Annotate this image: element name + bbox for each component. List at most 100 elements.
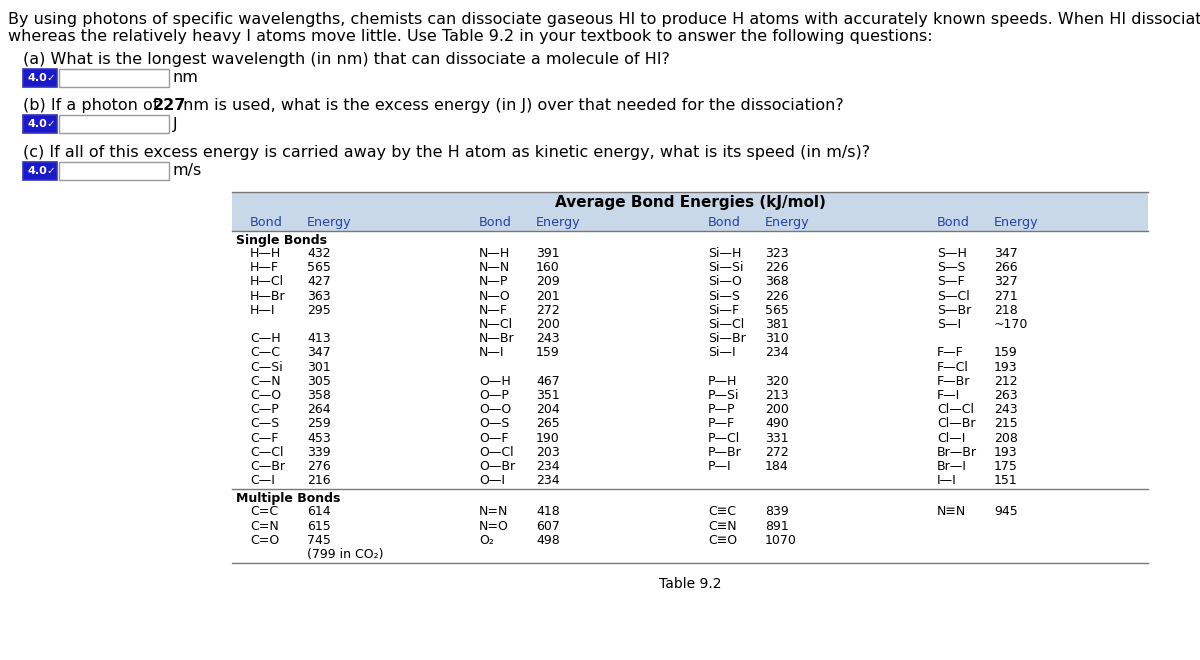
Text: C—I: C—I [250, 474, 275, 487]
Text: P—I: P—I [708, 460, 732, 473]
FancyBboxPatch shape [23, 69, 58, 87]
Text: O—S: O—S [479, 417, 509, 430]
Text: S—I: S—I [937, 318, 961, 331]
Text: 159: 159 [994, 346, 1018, 360]
Text: 432: 432 [307, 247, 331, 260]
Text: 305: 305 [307, 375, 331, 388]
Text: ✓: ✓ [47, 73, 55, 83]
Text: O—Cl: O—Cl [479, 446, 514, 459]
Text: N≡N: N≡N [937, 506, 966, 518]
Text: Multiple Bonds: Multiple Bonds [236, 492, 341, 506]
Text: 1070: 1070 [766, 534, 797, 546]
Text: 151: 151 [994, 474, 1018, 487]
Text: H—Br: H—Br [250, 290, 286, 302]
Text: N—H: N—H [479, 247, 510, 260]
Text: 203: 203 [536, 446, 559, 459]
Text: 891: 891 [766, 519, 788, 533]
Text: 427: 427 [307, 275, 331, 288]
Text: C—P: C—P [250, 403, 278, 416]
Text: O—I: O—I [479, 474, 505, 487]
Text: Table 9.2: Table 9.2 [659, 578, 721, 591]
Text: Br—I: Br—I [937, 460, 967, 473]
Text: 234: 234 [536, 474, 559, 487]
Text: N—F: N—F [479, 304, 508, 317]
Text: 208: 208 [994, 432, 1018, 445]
Text: O—F: O—F [479, 432, 509, 445]
Text: N—P: N—P [479, 275, 509, 288]
Text: O—Br: O—Br [479, 460, 515, 473]
Text: 615: 615 [307, 519, 331, 533]
Text: Single Bonds: Single Bonds [236, 234, 326, 247]
Text: 216: 216 [307, 474, 331, 487]
Text: 839: 839 [766, 506, 788, 518]
Text: 453: 453 [307, 432, 331, 445]
Text: whereas the relatively heavy I atoms move little. Use Table 9.2 in your textbook: whereas the relatively heavy I atoms mov… [8, 29, 932, 44]
Text: Energy: Energy [766, 216, 810, 229]
Text: Bond: Bond [479, 216, 512, 229]
Text: Br—Br: Br—Br [937, 446, 977, 459]
Text: P—Cl: P—Cl [708, 432, 740, 445]
Text: 945: 945 [994, 506, 1018, 518]
Text: 226: 226 [766, 261, 788, 274]
Text: 200: 200 [536, 318, 560, 331]
FancyBboxPatch shape [59, 115, 169, 133]
Text: H—H: H—H [250, 247, 281, 260]
Text: Bond: Bond [250, 216, 283, 229]
Text: C—H: C—H [250, 332, 281, 345]
Text: S—Cl: S—Cl [937, 290, 970, 302]
Text: Energy: Energy [307, 216, 352, 229]
Text: C—S: C—S [250, 417, 280, 430]
Text: 347: 347 [994, 247, 1018, 260]
Text: 607: 607 [536, 519, 560, 533]
Text: (799 in CO₂): (799 in CO₂) [307, 548, 384, 561]
Text: 259: 259 [307, 417, 331, 430]
Text: C=O: C=O [250, 534, 280, 546]
Text: S—F: S—F [937, 275, 965, 288]
Text: C—F: C—F [250, 432, 278, 445]
FancyBboxPatch shape [232, 213, 1148, 231]
Text: C—N: C—N [250, 375, 281, 388]
Text: Si—O: Si—O [708, 275, 742, 288]
Text: C=C: C=C [250, 506, 278, 518]
Text: 213: 213 [766, 389, 788, 402]
Text: m/s: m/s [173, 164, 203, 178]
Text: 243: 243 [536, 332, 559, 345]
Text: F—F: F—F [937, 346, 964, 360]
Text: 263: 263 [994, 389, 1018, 402]
FancyBboxPatch shape [59, 69, 169, 87]
Text: P—F: P—F [708, 417, 736, 430]
Text: Energy: Energy [536, 216, 581, 229]
Text: 351: 351 [536, 389, 559, 402]
Text: 200: 200 [766, 403, 788, 416]
Text: 301: 301 [307, 360, 331, 374]
FancyBboxPatch shape [23, 115, 58, 133]
Text: 227: 227 [154, 98, 186, 113]
Text: S—S: S—S [937, 261, 966, 274]
Text: P—Br: P—Br [708, 446, 742, 459]
Text: 234: 234 [536, 460, 559, 473]
Text: Cl—Br: Cl—Br [937, 417, 976, 430]
Text: C≡O: C≡O [708, 534, 737, 546]
Text: Si—S: Si—S [708, 290, 740, 302]
Text: 490: 490 [766, 417, 788, 430]
Text: Bond: Bond [708, 216, 740, 229]
Text: 358: 358 [307, 389, 331, 402]
Text: Si—F: Si—F [708, 304, 739, 317]
Text: 272: 272 [766, 446, 788, 459]
Text: 498: 498 [536, 534, 559, 546]
Text: C=N: C=N [250, 519, 278, 533]
Text: 745: 745 [307, 534, 331, 546]
Text: 218: 218 [994, 304, 1018, 317]
Text: O—O: O—O [479, 403, 511, 416]
Text: (b) If a photon of: (b) If a photon of [23, 98, 163, 113]
FancyBboxPatch shape [232, 192, 1148, 213]
Text: Average Bond Energies (kJ/mol): Average Bond Energies (kJ/mol) [554, 195, 826, 210]
Text: Si—Br: Si—Br [708, 332, 745, 345]
Text: 212: 212 [994, 375, 1018, 388]
Text: Si—H: Si—H [708, 247, 742, 260]
Text: nm: nm [173, 71, 199, 86]
Text: 271: 271 [994, 290, 1018, 302]
Text: C—Cl: C—Cl [250, 446, 283, 459]
Text: Bond: Bond [937, 216, 970, 229]
Text: S—Br: S—Br [937, 304, 971, 317]
